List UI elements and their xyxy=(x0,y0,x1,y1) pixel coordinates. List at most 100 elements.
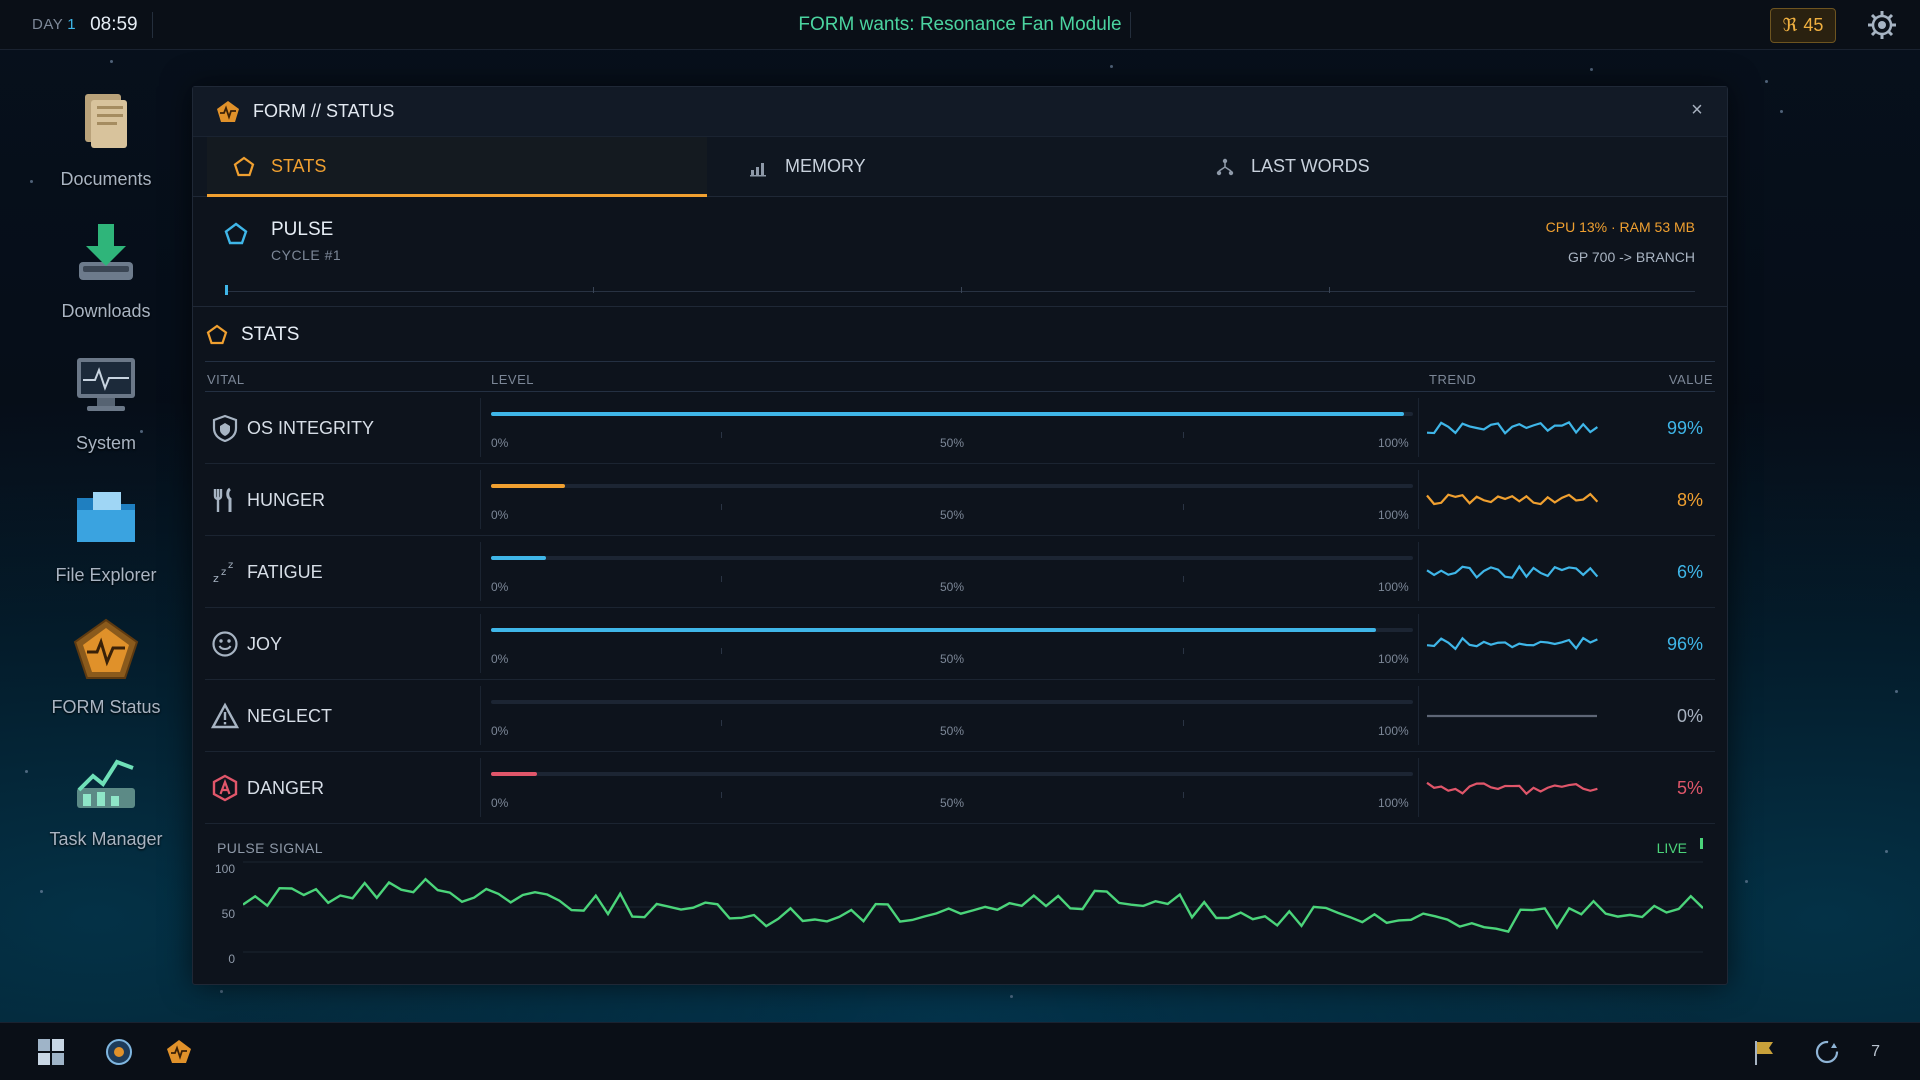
window-titlebar[interactable]: FORM // STATUS × xyxy=(193,87,1727,137)
desktop-icon-form-status[interactable]: FORM Status xyxy=(40,616,172,718)
credits-value: 45 xyxy=(1803,15,1824,35)
divider xyxy=(1418,614,1419,673)
scale-tick xyxy=(1183,504,1184,510)
col-trend: TREND xyxy=(1429,372,1477,387)
vital-value: 6% xyxy=(1676,562,1703,582)
sync-icon[interactable] xyxy=(1812,1037,1842,1067)
vital-name: JOY xyxy=(247,634,283,654)
smiley-icon xyxy=(212,631,238,657)
timeline-tick xyxy=(593,287,594,293)
star xyxy=(1745,880,1748,883)
desktop-icon-documents[interactable]: Documents xyxy=(40,88,172,190)
signal-line xyxy=(243,877,1703,933)
tab-memory[interactable]: MEMORY xyxy=(707,137,1207,196)
scale-tick xyxy=(1183,576,1184,582)
gear-icon[interactable] xyxy=(1866,9,1898,41)
pulse-signal-chart xyxy=(243,861,1703,953)
trend-sparkline xyxy=(1427,714,1597,718)
level-bar-fill xyxy=(491,484,565,488)
col-value: VALUE xyxy=(1668,372,1713,387)
scale-max: 100% xyxy=(1378,796,1409,810)
desktop-icon-file-explorer[interactable]: File Explorer xyxy=(40,484,172,586)
scale-max: 100% xyxy=(1378,724,1409,738)
star xyxy=(140,430,143,433)
sleep-icon: z zz xyxy=(213,560,233,585)
scale-min: 0% xyxy=(491,580,509,594)
trend-line xyxy=(1426,492,1599,506)
level-bar xyxy=(491,772,1413,776)
vital-name: HUNGER xyxy=(247,490,326,510)
vital-name: DANGER xyxy=(247,778,325,798)
danger-icon xyxy=(212,774,238,802)
flag-icon[interactable] xyxy=(1750,1037,1780,1067)
level-bar xyxy=(491,700,1413,704)
tab-last-words[interactable]: LAST WORDS xyxy=(1207,137,1707,196)
star xyxy=(1885,850,1888,853)
vital-name: OS INTEGRITY xyxy=(247,418,375,438)
level-bar xyxy=(491,412,1413,416)
scale-tick xyxy=(721,792,722,798)
live-dot xyxy=(1700,838,1703,849)
star xyxy=(1895,690,1898,693)
divider xyxy=(1418,398,1419,457)
scale-tick xyxy=(1183,648,1184,654)
form-core-icon[interactable] xyxy=(104,1037,134,1067)
pentagon-icon xyxy=(233,156,255,176)
vital-row-os-integrity: OS INTEGRITY 0% 50% 100% 99% xyxy=(205,392,1715,464)
branch-icon xyxy=(1216,158,1234,175)
stats-table-header: VITAL LEVEL TREND VALUE xyxy=(205,362,1715,392)
timeline-tick xyxy=(1329,287,1330,293)
desktop-icon-downloads[interactable]: Downloads xyxy=(40,220,172,322)
y-tick-label: 100 xyxy=(214,862,235,876)
scale-tick xyxy=(1183,432,1184,438)
trend-sparkline xyxy=(1426,420,1599,435)
svg-text:z: z xyxy=(228,560,233,571)
col-vital: VITAL xyxy=(207,372,245,387)
pentagon-icon xyxy=(206,324,228,344)
scale-min: 0% xyxy=(491,724,509,738)
pulse-panel: PULSE CYCLE #1 CPU 13% · RAM 53 MB GP 70… xyxy=(193,197,1727,307)
credits-badge[interactable]: ℜ 45 xyxy=(1770,8,1836,43)
trend-sparkline xyxy=(1426,636,1598,651)
vital-row-danger: DANGER 0% 50% 100% 5% xyxy=(205,752,1715,824)
star xyxy=(1780,110,1783,113)
form-status-icon[interactable] xyxy=(164,1037,194,1067)
system-monitor-icon xyxy=(77,358,135,411)
clock: 08:59 xyxy=(90,13,138,35)
pulse-cycle: CYCLE #1 xyxy=(271,247,342,263)
scale-max: 100% xyxy=(1378,436,1409,450)
scale-max: 100% xyxy=(1378,580,1409,594)
tab-stats[interactable]: STATS xyxy=(207,137,707,197)
star xyxy=(30,180,33,183)
pulse-name: PULSE xyxy=(271,219,334,240)
vital-value: 8% xyxy=(1676,490,1703,510)
task-manager-icon xyxy=(77,759,135,808)
stats-table: OS INTEGRITY 0% 50% 100% 99% HUNGER 0% 5… xyxy=(193,392,1727,824)
scale-tick xyxy=(721,576,722,582)
scale-min: 0% xyxy=(491,508,509,522)
tab-label: STATS xyxy=(271,156,327,176)
svg-text:z: z xyxy=(221,567,226,578)
divider xyxy=(480,398,481,457)
form-status-icon xyxy=(217,100,239,122)
level-bar xyxy=(491,628,1413,632)
divider xyxy=(480,614,481,673)
resource-usage: CPU 13% · RAM 53 MB xyxy=(1545,219,1695,235)
desktop-icon-task-manager[interactable]: Task Manager xyxy=(40,748,172,850)
notification-count: 7 xyxy=(1871,1043,1880,1060)
tab-label: MEMORY xyxy=(785,156,866,176)
desktop-icon-system[interactable]: System xyxy=(40,352,172,454)
level-bar-fill xyxy=(491,628,1377,632)
divider xyxy=(1418,542,1419,601)
vital-name: NEGLECT xyxy=(247,706,333,726)
scale-mid: 50% xyxy=(940,436,965,450)
close-button[interactable]: × xyxy=(1691,99,1703,121)
trend-line xyxy=(1426,564,1599,580)
start-icon[interactable] xyxy=(36,1037,66,1067)
scale-min: 0% xyxy=(491,436,509,450)
trend-sparkline xyxy=(1426,781,1598,796)
form-status-icon xyxy=(73,618,139,679)
level-bar-fill xyxy=(491,412,1404,416)
vital-row-neglect: NEGLECT 0% 50% 100% 0% xyxy=(205,680,1715,752)
